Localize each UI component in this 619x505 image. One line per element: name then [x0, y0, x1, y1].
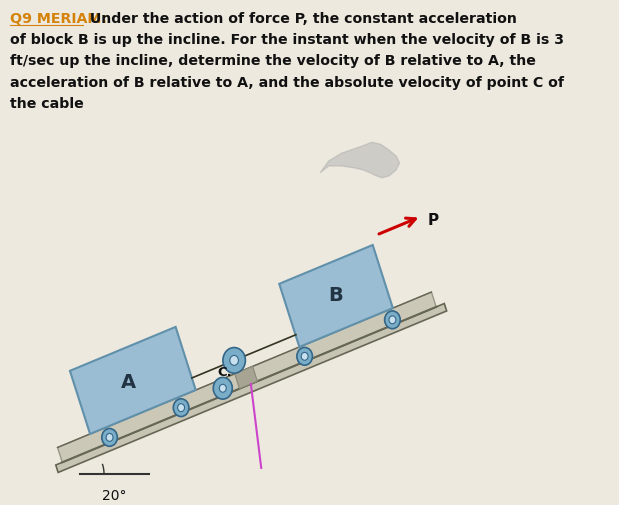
Circle shape — [214, 377, 232, 399]
Text: Q9 MERIAM:: Q9 MERIAM: — [11, 12, 108, 26]
Text: P: P — [428, 214, 439, 228]
Text: ft/sec up the incline, determine the velocity of B relative to A, the: ft/sec up the incline, determine the vel… — [11, 55, 536, 68]
Text: C.: C. — [218, 366, 233, 379]
Polygon shape — [56, 304, 447, 473]
Polygon shape — [320, 142, 400, 178]
Polygon shape — [70, 327, 196, 434]
Text: 20°: 20° — [102, 489, 127, 503]
Polygon shape — [235, 366, 258, 389]
Polygon shape — [58, 292, 436, 462]
Circle shape — [230, 356, 238, 365]
Text: of block B is up the incline. For the instant when the velocity of B is 3: of block B is up the incline. For the in… — [11, 33, 565, 47]
Text: B: B — [329, 286, 344, 306]
Circle shape — [297, 347, 313, 365]
Text: acceleration of B relative to A, and the absolute velocity of point C of: acceleration of B relative to A, and the… — [11, 76, 565, 89]
Circle shape — [219, 384, 226, 392]
Circle shape — [301, 352, 308, 360]
Circle shape — [389, 316, 396, 324]
Circle shape — [178, 403, 184, 412]
Circle shape — [384, 311, 400, 329]
Circle shape — [102, 429, 118, 446]
Circle shape — [173, 399, 189, 417]
Circle shape — [106, 433, 113, 441]
Text: A: A — [121, 373, 136, 391]
Circle shape — [223, 347, 245, 373]
Text: Under the action of force P, the constant acceleration: Under the action of force P, the constan… — [85, 12, 517, 26]
Text: the cable: the cable — [11, 97, 84, 111]
Polygon shape — [279, 245, 393, 347]
